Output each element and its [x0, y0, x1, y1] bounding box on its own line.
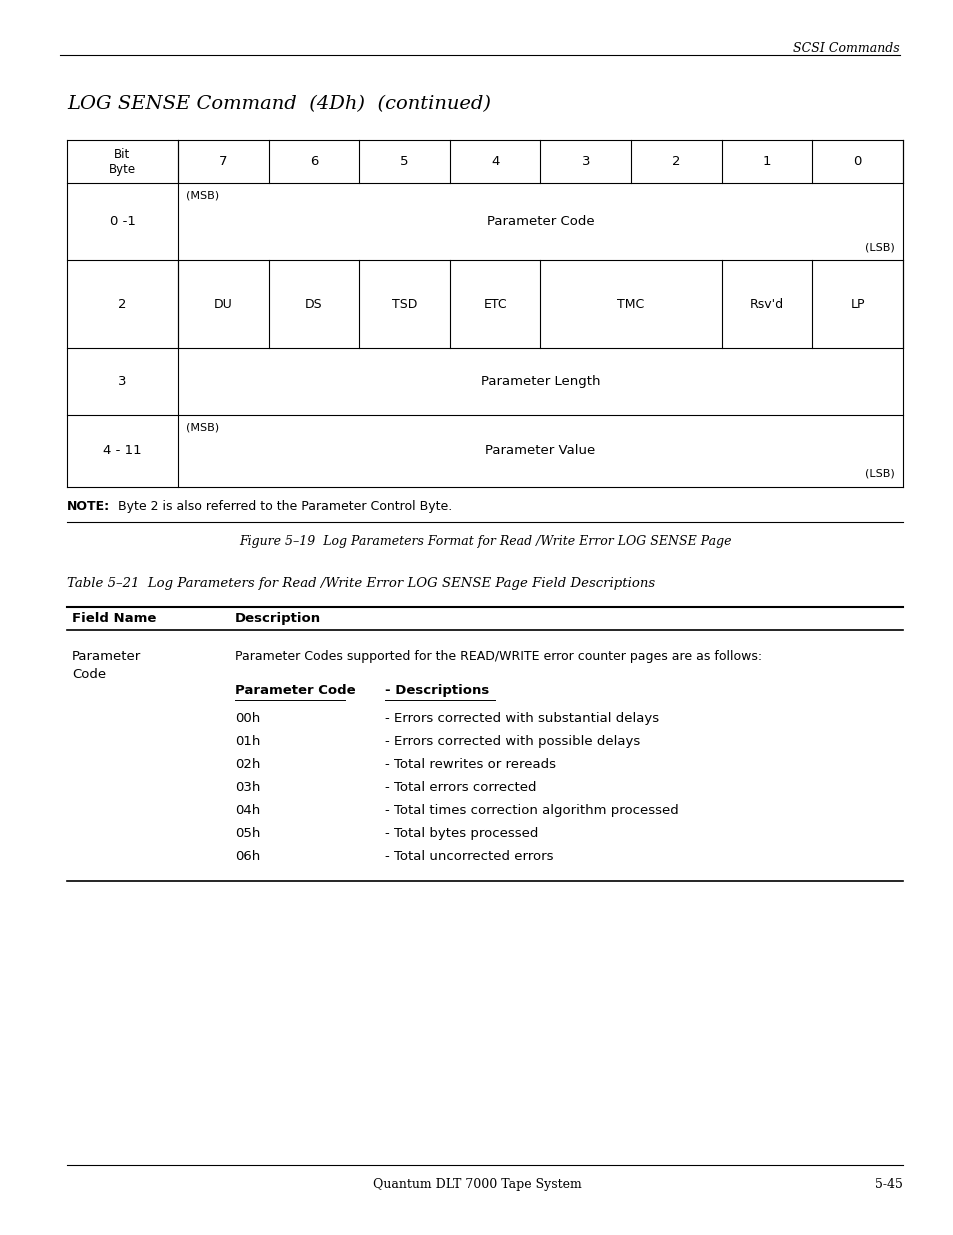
Text: NOTE:: NOTE: [67, 500, 110, 513]
Text: 5-45: 5-45 [874, 1178, 902, 1191]
Text: 5: 5 [400, 156, 409, 168]
Text: 01h: 01h [234, 735, 260, 748]
Text: LOG SENSE Command  (4Dh)  (continued): LOG SENSE Command (4Dh) (continued) [67, 95, 491, 112]
Text: Field Name: Field Name [71, 613, 156, 625]
Text: Description: Description [234, 613, 321, 625]
Text: (LSB): (LSB) [864, 242, 894, 252]
Text: 3: 3 [581, 156, 590, 168]
Text: LP: LP [849, 298, 864, 310]
Text: Parameter Code: Parameter Code [234, 684, 355, 697]
Text: Parameter Length: Parameter Length [480, 375, 599, 388]
Text: Byte 2 is also referred to the Parameter Control Byte.: Byte 2 is also referred to the Parameter… [110, 500, 452, 513]
Text: (MSB): (MSB) [186, 191, 219, 201]
Text: 05h: 05h [234, 827, 260, 840]
Text: TMC: TMC [617, 298, 644, 310]
Text: (LSB): (LSB) [864, 469, 894, 479]
Text: (MSB): (MSB) [186, 424, 219, 433]
Text: Rsv'd: Rsv'd [749, 298, 783, 310]
Text: DS: DS [305, 298, 322, 310]
Text: 04h: 04h [234, 804, 260, 818]
Text: TSD: TSD [392, 298, 416, 310]
Text: Bit
Byte: Bit Byte [109, 147, 136, 175]
Text: 3: 3 [118, 375, 127, 388]
Text: 06h: 06h [234, 850, 260, 863]
Text: Table 5–21  Log Parameters for Read /Write Error LOG SENSE Page Field Descriptio: Table 5–21 Log Parameters for Read /Writ… [67, 577, 655, 590]
Text: 4 - 11: 4 - 11 [103, 445, 142, 457]
Text: - Errors corrected with possible delays: - Errors corrected with possible delays [385, 735, 639, 748]
Text: 2: 2 [672, 156, 680, 168]
Text: 0 -1: 0 -1 [110, 215, 135, 228]
Text: 0: 0 [853, 156, 861, 168]
Text: Parameter Value: Parameter Value [485, 445, 595, 457]
Text: Figure 5–19  Log Parameters Format for Read /Write Error LOG SENSE Page: Figure 5–19 Log Parameters Format for Re… [238, 535, 731, 548]
Text: - Errors corrected with substantial delays: - Errors corrected with substantial dela… [385, 713, 659, 725]
Text: - Descriptions: - Descriptions [385, 684, 489, 697]
Text: SCSI Commands: SCSI Commands [793, 42, 899, 56]
Text: - Total bytes processed: - Total bytes processed [385, 827, 537, 840]
Text: 1: 1 [762, 156, 771, 168]
Text: 7: 7 [219, 156, 228, 168]
Text: Parameter: Parameter [71, 650, 141, 663]
Text: 00h: 00h [234, 713, 260, 725]
Text: 2: 2 [118, 298, 127, 310]
Text: - Total uncorrected errors: - Total uncorrected errors [385, 850, 553, 863]
Text: Quantum DLT 7000 Tape System: Quantum DLT 7000 Tape System [373, 1178, 580, 1191]
Text: Parameter Codes supported for the READ/WRITE error counter pages are as follows:: Parameter Codes supported for the READ/W… [234, 650, 761, 663]
Text: 03h: 03h [234, 781, 260, 794]
Text: 02h: 02h [234, 758, 260, 771]
Text: - Total errors corrected: - Total errors corrected [385, 781, 536, 794]
Text: 4: 4 [491, 156, 498, 168]
Text: - Total rewrites or rereads: - Total rewrites or rereads [385, 758, 556, 771]
Text: 6: 6 [310, 156, 317, 168]
Text: ETC: ETC [483, 298, 506, 310]
Text: Parameter Code: Parameter Code [486, 215, 594, 228]
Text: Code: Code [71, 668, 106, 680]
Text: DU: DU [213, 298, 233, 310]
Text: - Total times correction algorithm processed: - Total times correction algorithm proce… [385, 804, 678, 818]
